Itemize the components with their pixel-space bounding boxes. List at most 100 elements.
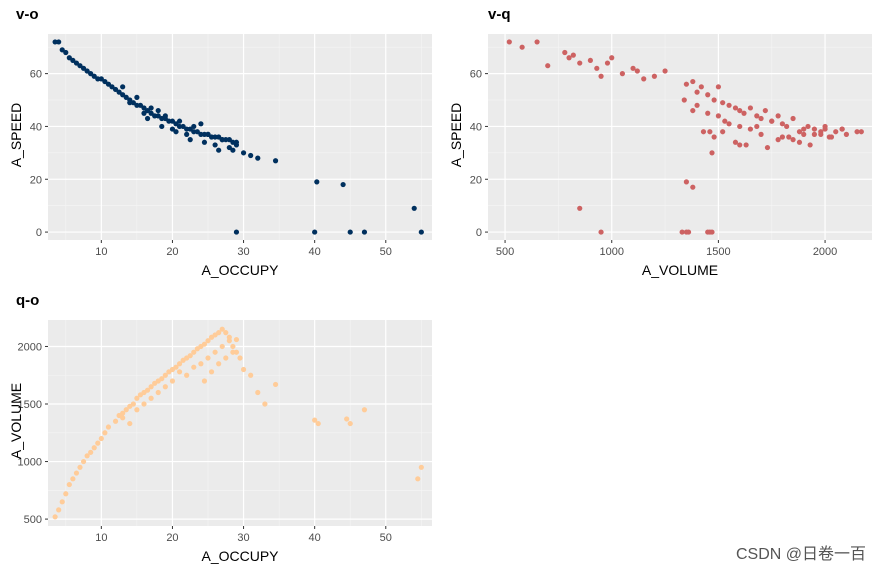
data-point (176, 118, 183, 124)
data-point (758, 131, 764, 137)
data-point (88, 71, 94, 77)
data-point (769, 118, 775, 124)
data-point (191, 364, 197, 370)
data-point (240, 366, 247, 373)
data-point (223, 355, 229, 361)
x-tick-label: 1500 (706, 246, 730, 258)
chart-title-q-o: q-o (16, 292, 40, 309)
data-point (201, 131, 208, 137)
data-point (219, 343, 225, 350)
data-point (56, 507, 62, 513)
data-point (570, 52, 576, 58)
data-point (216, 330, 222, 336)
data-point (818, 131, 824, 137)
x-axis-label-q-o: A_OCCUPY (201, 548, 279, 564)
data-point (226, 338, 232, 344)
data-point (707, 129, 713, 135)
data-point (159, 123, 165, 130)
data-point (711, 134, 717, 140)
data-point (144, 387, 151, 393)
data-point (786, 134, 792, 140)
data-point (223, 330, 229, 336)
data-point (208, 369, 215, 375)
data-point (148, 105, 154, 111)
data-point (63, 491, 69, 497)
data-point (361, 229, 368, 235)
data-point (726, 102, 732, 108)
data-point (134, 407, 140, 413)
x-tick-label: 20 (166, 532, 178, 544)
data-point (201, 139, 208, 145)
data-point (152, 113, 158, 119)
x-tick-label: 10 (95, 246, 107, 258)
data-point (741, 110, 747, 116)
data-point (690, 78, 696, 85)
data-point (562, 49, 568, 56)
data-point (801, 131, 807, 137)
data-point (230, 349, 236, 355)
y-tick-label: 20 (470, 174, 482, 186)
data-point (66, 481, 72, 488)
data-point (112, 418, 119, 424)
data-point (109, 84, 115, 90)
data-point (162, 384, 168, 390)
data-point (411, 205, 417, 211)
data-point (609, 55, 615, 61)
data-point (262, 401, 268, 407)
data-point (709, 229, 715, 235)
y-tick-label: 0 (36, 227, 42, 239)
data-point (219, 326, 225, 332)
data-point (173, 121, 179, 127)
y-tick-label: 40 (470, 121, 482, 133)
data-point (619, 71, 625, 77)
data-point (173, 364, 179, 370)
data-point (833, 129, 839, 135)
data-point (162, 113, 168, 119)
data-point (651, 73, 657, 79)
data-point (272, 381, 279, 388)
data-point (137, 102, 144, 108)
data-point (747, 105, 753, 111)
data-point (737, 123, 743, 130)
x-tick-label: 30 (237, 246, 249, 258)
plot-background (48, 320, 432, 526)
data-point (805, 123, 811, 130)
data-point (418, 464, 424, 470)
data-point (169, 118, 176, 124)
data-point (312, 229, 318, 235)
data-point (796, 139, 803, 145)
data-point (105, 424, 112, 430)
data-point (223, 137, 229, 143)
data-point (418, 229, 424, 235)
data-point (758, 115, 764, 122)
data-point (796, 129, 803, 135)
x-axis-label-v-q: A_VOLUME (641, 262, 719, 278)
x-tick-label: 500 (496, 246, 514, 258)
data-point (233, 229, 240, 235)
data-point (811, 131, 817, 137)
data-point (747, 126, 753, 132)
data-point (843, 131, 849, 137)
x-tick-label: 10 (95, 532, 107, 544)
data-point (705, 92, 711, 98)
y-axis-label-q-o: A_VOLUME (8, 382, 24, 460)
data-point (191, 123, 197, 130)
x-tick-label: 2000 (813, 246, 837, 258)
data-point (212, 349, 218, 355)
data-point (155, 389, 161, 396)
data-point (198, 131, 204, 137)
data-point (790, 115, 796, 122)
data-point (187, 353, 193, 359)
data-point (66, 55, 72, 61)
scatter-plot-v-o: 10 20 30 40 50 0 20 40 60 (30, 34, 432, 258)
data-point (726, 121, 732, 127)
data-point (176, 123, 183, 130)
data-point (720, 129, 726, 135)
data-point (144, 107, 151, 114)
data-point (95, 440, 101, 446)
data-point (361, 407, 368, 413)
chart-title-v-o: v-o (16, 6, 39, 23)
data-point (519, 44, 525, 50)
data-point (88, 449, 94, 455)
y-tick-label: 1000 (18, 457, 42, 469)
